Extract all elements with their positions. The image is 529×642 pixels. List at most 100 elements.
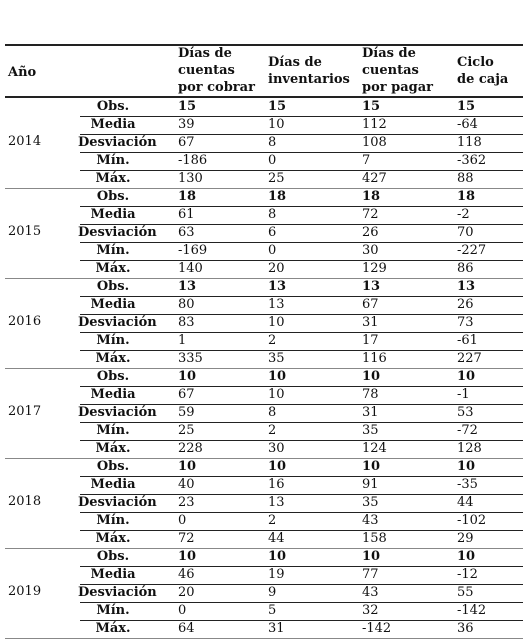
- cell-value: 10: [457, 549, 476, 564]
- column-header: inventarios: [268, 72, 350, 87]
- rule: [80, 116, 523, 117]
- column-header: por pagar: [362, 80, 434, 95]
- cell-value: 13: [362, 279, 381, 294]
- stat-label: Desviación: [78, 585, 157, 600]
- cell-value: 18: [362, 189, 381, 204]
- cell-value: 40: [178, 477, 195, 492]
- cell-value: 10: [457, 459, 476, 474]
- cell-value: 35: [362, 495, 379, 510]
- cell-value: 91: [362, 477, 379, 492]
- rule: [5, 44, 523, 46]
- year-label: 2014: [8, 134, 42, 149]
- rule: [80, 224, 523, 225]
- rule: [80, 386, 523, 387]
- cell-value: 43: [362, 585, 379, 600]
- cell-value: 8: [268, 135, 277, 150]
- cell-value: -142: [457, 603, 487, 618]
- stat-label: Máx.: [95, 171, 131, 186]
- cell-value: 15: [268, 99, 287, 114]
- cell-value: 73: [457, 315, 474, 330]
- cell-value: 9: [268, 585, 277, 600]
- rule: [5, 188, 523, 189]
- stat-label: Máx.: [95, 261, 131, 276]
- cell-value: 2: [268, 513, 277, 528]
- rule: [80, 296, 523, 297]
- cell-value: 30: [268, 441, 285, 456]
- stat-label: Desviación: [78, 495, 157, 510]
- rule: [80, 602, 523, 603]
- cell-value: 18: [457, 189, 476, 204]
- cell-value: 0: [268, 243, 277, 258]
- cell-value: 77: [362, 567, 379, 582]
- stat-label: Obs.: [96, 549, 130, 564]
- cell-value: 7: [362, 153, 371, 168]
- rule: [80, 404, 523, 405]
- cell-value: 31: [362, 315, 379, 330]
- cell-value: 16: [268, 477, 285, 492]
- stat-label: Obs.: [96, 279, 130, 294]
- cell-value: 0: [178, 603, 187, 618]
- cell-value: 8: [268, 207, 277, 222]
- cell-value: -35: [457, 477, 478, 492]
- cell-value: 10: [362, 459, 381, 474]
- rule: [5, 458, 523, 459]
- cell-value: 26: [457, 297, 474, 312]
- stat-label: Obs.: [96, 459, 130, 474]
- cell-value: 35: [268, 351, 285, 366]
- cell-value: 10: [178, 369, 197, 384]
- cell-value: 32: [362, 603, 379, 618]
- stat-label: Máx.: [95, 621, 131, 636]
- stat-label: Máx.: [95, 531, 131, 546]
- rule: [5, 278, 523, 279]
- cell-value: 2: [268, 333, 277, 348]
- cell-value: -362: [457, 153, 487, 168]
- rule: [5, 368, 523, 369]
- cell-value: -2: [457, 207, 470, 222]
- rule: [80, 494, 523, 495]
- cell-value: 6: [268, 225, 277, 240]
- cell-value: 23: [178, 495, 195, 510]
- cell-value: 118: [457, 135, 482, 150]
- stat-label: Mín.: [96, 513, 130, 528]
- cell-value: 64: [178, 621, 195, 636]
- cell-value: 0: [268, 153, 277, 168]
- column-header: Días de: [178, 46, 232, 61]
- stat-label: Desviación: [78, 135, 157, 150]
- stat-label: Media: [90, 207, 136, 222]
- rule: [80, 440, 523, 441]
- cell-value: 70: [457, 225, 474, 240]
- cell-value: 0: [178, 513, 187, 528]
- stat-label: Mín.: [96, 603, 130, 618]
- cell-value: 53: [457, 405, 474, 420]
- rule: [80, 422, 523, 423]
- cell-value: 116: [362, 351, 387, 366]
- cell-value: 44: [268, 531, 285, 546]
- stat-label: Media: [90, 567, 136, 582]
- rule: [80, 314, 523, 315]
- year-label: 2019: [8, 584, 42, 599]
- cell-value: 112: [362, 117, 387, 132]
- cell-value: 10: [362, 369, 381, 384]
- cell-value: 80: [178, 297, 195, 312]
- cell-value: 83: [178, 315, 195, 330]
- stat-label: Desviación: [78, 405, 157, 420]
- stat-label: Máx.: [95, 441, 131, 456]
- cell-value: 67: [178, 387, 195, 402]
- cell-value: 18: [268, 189, 287, 204]
- cell-value: 228: [178, 441, 203, 456]
- cell-value: 10: [178, 549, 197, 564]
- cell-value: -72: [457, 423, 478, 438]
- cell-value: 10: [268, 315, 285, 330]
- cell-value: 63: [178, 225, 195, 240]
- column-header: cuentas: [362, 63, 419, 78]
- cell-value: -102: [457, 513, 487, 528]
- cell-value: 10: [268, 387, 285, 402]
- cell-value: 158: [362, 531, 387, 546]
- stat-label: Media: [90, 477, 136, 492]
- cell-value: 15: [457, 99, 476, 114]
- cell-value: 59: [178, 405, 195, 420]
- stat-label: Mín.: [96, 423, 130, 438]
- cell-value: 25: [268, 171, 285, 186]
- rule: [80, 152, 523, 153]
